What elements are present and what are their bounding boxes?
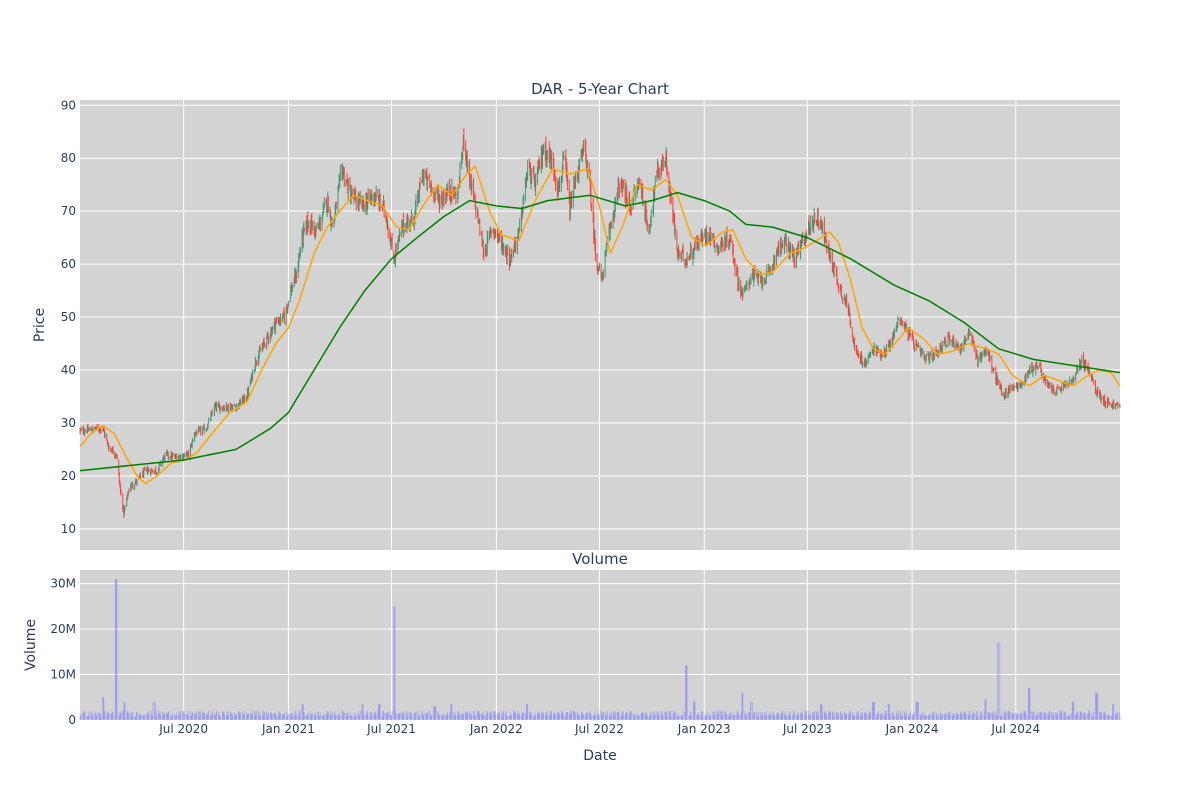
candlestick-series [79, 127, 1121, 519]
date-axis-label: Date [583, 748, 616, 764]
price-tick-label: 90 [61, 98, 76, 112]
price-tick-label: 20 [61, 469, 76, 483]
price-panel: 10 20 30 40 50 60 70 80 90 [61, 98, 1121, 550]
ma-long-line [79, 191, 1121, 472]
price-tick-label: 80 [61, 151, 76, 165]
volume-tick-label: 0 [68, 713, 76, 727]
price-tick-label: 60 [61, 257, 76, 271]
date-tick-label: Jul 2024 [990, 722, 1040, 736]
price-tick-label: 30 [61, 416, 76, 430]
volume-tick-label: 30M [50, 577, 76, 591]
price-tick-label: 50 [61, 310, 76, 324]
date-tick-label: Jan 2023 [677, 722, 731, 736]
date-tick-label: Jul 2023 [782, 722, 832, 736]
date-tick-label: Jan 2021 [261, 722, 315, 736]
volume-tick-label: 20M [50, 622, 76, 636]
date-tick-label: Jan 2022 [469, 722, 523, 736]
price-plot-area [80, 100, 1120, 550]
date-tick-label: Jul 2022 [574, 722, 624, 736]
price-tick-label: 40 [61, 363, 76, 377]
volume-axis-label: Volume [23, 619, 39, 671]
ma-short-line [79, 165, 1121, 485]
date-tick-label: Jul 2021 [366, 722, 416, 736]
price-tick-label: 70 [61, 204, 76, 218]
date-tick-label: Jan 2024 [885, 722, 939, 736]
volume-tick-label: 10M [50, 668, 76, 682]
volume-chart-title: Volume [572, 550, 628, 568]
price-tick-label: 10 [61, 522, 76, 536]
price-axis-label: Price [32, 308, 48, 342]
volume-series [79, 579, 1121, 720]
volume-plot-area [80, 570, 1120, 720]
date-tick-label: Jul 2020 [158, 722, 208, 736]
volume-panel: 0 10M 20M 30M Jul 2020 Jan 2021 Jul 2021 Jan 20… [50, 570, 1121, 736]
price-chart-title: DAR - 5-Year Chart [531, 80, 669, 98]
